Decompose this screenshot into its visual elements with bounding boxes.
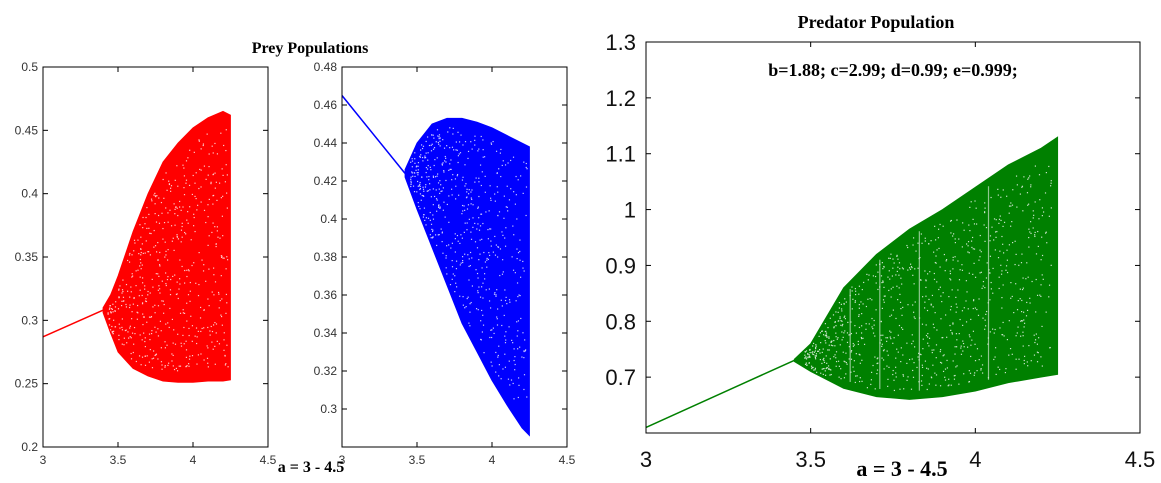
predator-chaotic-band	[793, 136, 1059, 400]
prey2-y-tick-label: 0.32	[314, 364, 338, 378]
prey1-y-tick-label: 0.2	[21, 440, 38, 454]
predator-stable-branch	[646, 359, 795, 429]
prey2-y-tick-label: 0.44	[314, 136, 338, 150]
prey1-y-tick-label: 0.25	[15, 377, 39, 391]
prey2-y-tick-label: 0.36	[314, 288, 338, 302]
prey1-chaotic-band	[102, 110, 231, 383]
prey2-y-tick-label: 0.3	[320, 402, 337, 416]
parameter-annotation: b=1.88; c=2.99; d=0.99; e=0.999;	[768, 60, 1018, 80]
prey2-x-tick-label: 4	[489, 453, 496, 467]
prey1-y-tick-label: 0.45	[15, 123, 39, 137]
predator-y-tick-label: 0.7	[605, 365, 636, 390]
predator-x-tick-label: 4	[969, 447, 981, 472]
predator-x-axis-label: a = 3 - 4.5	[856, 456, 947, 481]
predator-title: Predator Population	[798, 12, 955, 32]
prey1-band-texture	[107, 129, 229, 372]
predator-y-tick-label: 1	[624, 198, 636, 223]
prey2-chaotic-band	[404, 117, 530, 437]
predator-x-tick-label: 4.5	[1125, 447, 1156, 472]
prey2-y-tick-label: 0.42	[314, 174, 338, 188]
predator-band-texture	[804, 165, 1052, 392]
predator-population-plot: 3 3.5 4 4.5 0.7 0.8 0.9 1 1.1 1.2 1.3	[605, 30, 1155, 472]
prey-x-axis-label: a = 3 - 4.5	[278, 459, 344, 476]
predator-y-tick-label: 0.8	[605, 309, 636, 334]
prey1-y-tick-label: 0.5	[21, 60, 38, 74]
prey2-y-tick-label: 0.34	[314, 326, 338, 340]
prey1-x-tick-label: 3	[40, 453, 47, 467]
prey2-y-tick-label: 0.4	[320, 212, 337, 226]
prey1-data	[43, 110, 231, 383]
prey2-x-tick-label: 3	[339, 453, 346, 467]
predator-y-tick-label: 1.2	[605, 86, 636, 111]
prey2-x-tick-label: 4.5	[559, 453, 576, 467]
predator-data	[646, 136, 1059, 429]
predator-y-tick-label: 1.3	[605, 30, 636, 55]
prey2-y-tick-label: 0.38	[314, 250, 338, 264]
prey-population-plot-1: 3 3.5 4 4.5 0.2 0.25 0.3 0.35 0.4 0.45 0.5	[15, 60, 277, 467]
prey2-x-tick-label: 3.5	[409, 453, 426, 467]
prey2-y-tick-label: 0.46	[314, 98, 338, 112]
prey-title: Prey Populations	[252, 40, 369, 57]
prey1-x-tick-label: 3.5	[110, 453, 127, 467]
prey2-stable-branch	[342, 95, 406, 174]
predator-y-tick-label: 0.9	[605, 253, 636, 278]
prey2-y-tick-label: 0.48	[314, 60, 338, 74]
prey1-stable-branch	[43, 309, 104, 338]
prey2-band-texture	[410, 127, 528, 400]
prey1-x-tick-label: 4.5	[260, 453, 277, 467]
prey1-y-tick-label: 0.35	[15, 250, 39, 264]
predator-axes-frame	[645, 41, 1141, 434]
predator-x-tick-label: 3	[640, 447, 652, 472]
prey1-y-tick-label: 0.4	[21, 187, 38, 201]
predator-x-tick-label: 3.5	[795, 447, 826, 472]
prey1-x-tick-label: 4	[190, 453, 197, 467]
predator-y-tick-label: 1.1	[605, 142, 636, 167]
prey2-data	[342, 95, 530, 437]
prey1-y-tick-label: 0.3	[21, 313, 38, 327]
prey-population-plot-2: 3 3.5 4 4.5 0.3 0.32 0.34 0.36 0.38 0.4 0.42 0.44 0.…	[314, 60, 576, 467]
